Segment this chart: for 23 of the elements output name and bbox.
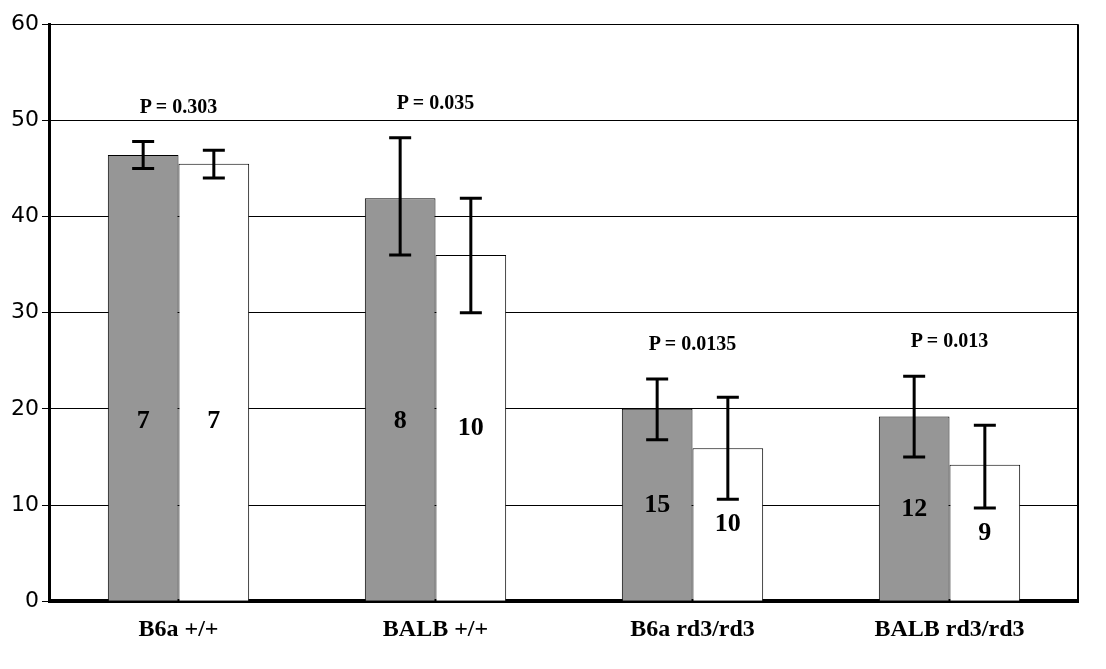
annotation: P = 0.303 (139, 94, 218, 117)
annotation: 12 (901, 492, 928, 522)
annotation: P = 0.0135 (648, 332, 737, 355)
x-tick-label: BALB +/+ (382, 614, 489, 641)
y-tick-label: 20 (10, 394, 39, 420)
annotation: 7 (207, 404, 221, 434)
annotation: 7 (136, 404, 150, 434)
y-tick-label: 10 (10, 490, 39, 516)
y-tick-label: 40 (10, 202, 39, 228)
y-tick-label: 0 (24, 586, 39, 612)
annotation: 8 (393, 404, 407, 434)
y-tick-label: 60 (10, 9, 39, 35)
annotation: 10 (457, 411, 484, 441)
x-tick-label: B6a rd3/rd3 (630, 614, 755, 641)
x-tick-label: BALB rd3/rd3 (874, 614, 1025, 641)
annotation: P = 0.013 (910, 329, 989, 352)
annotation: 9 (978, 516, 992, 546)
annotation: 15 (644, 488, 671, 518)
annotation: 10 (714, 508, 741, 538)
x-tick-label: B6a +/+ (138, 614, 219, 641)
annotation: P = 0.035 (396, 90, 475, 113)
y-tick-label: 50 (10, 106, 39, 132)
y-tick-label: 30 (10, 298, 39, 324)
